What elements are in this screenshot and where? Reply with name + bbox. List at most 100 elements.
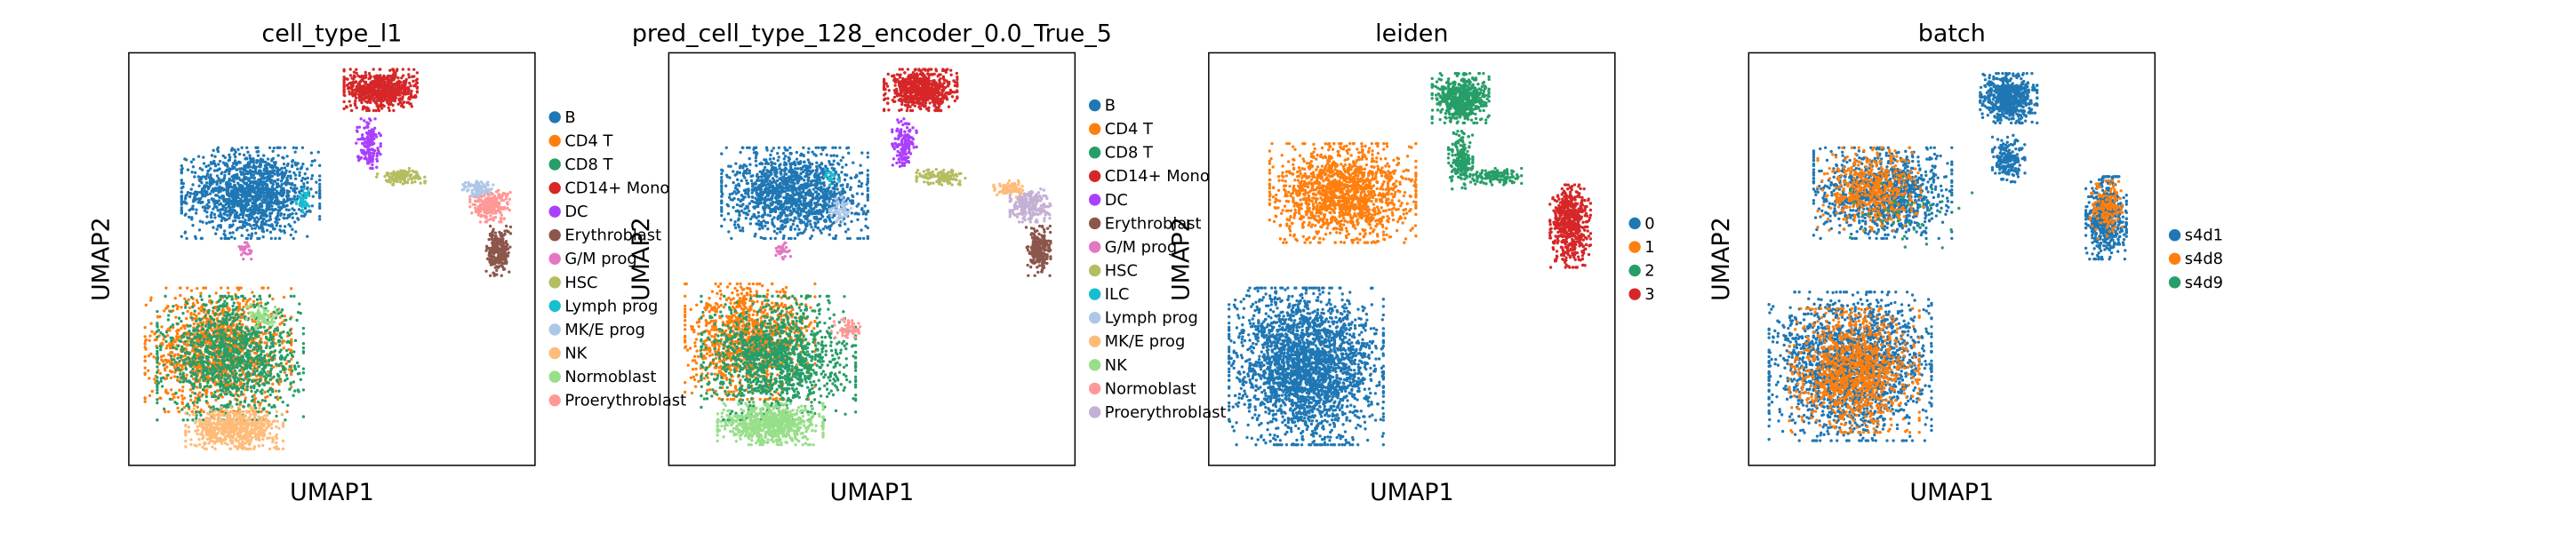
scatter-point bbox=[219, 294, 222, 298]
scatter-point bbox=[289, 317, 292, 321]
scatter-point bbox=[150, 389, 154, 394]
scatter-point bbox=[250, 173, 254, 178]
scatter-point bbox=[318, 163, 322, 167]
scatter-point bbox=[159, 396, 163, 400]
scatter-point bbox=[184, 434, 188, 437]
scatter-point bbox=[156, 346, 159, 350]
scatter-point bbox=[238, 364, 242, 368]
scatter-point bbox=[288, 340, 292, 345]
scatter-point bbox=[280, 187, 284, 191]
scatter-point bbox=[238, 319, 242, 323]
scatter-point bbox=[224, 424, 228, 427]
scatter-point bbox=[260, 212, 264, 216]
scatter-point bbox=[254, 342, 259, 346]
scatter-point bbox=[198, 343, 203, 347]
scatter-point bbox=[212, 414, 215, 418]
scatter-point bbox=[183, 231, 187, 235]
scatter-point bbox=[275, 194, 278, 197]
scatter-point bbox=[270, 436, 275, 440]
scatter-point bbox=[201, 195, 204, 198]
scatter-point bbox=[171, 346, 175, 350]
scatter-point bbox=[268, 163, 273, 168]
scatter-point bbox=[205, 211, 209, 214]
scatter-point bbox=[222, 319, 227, 323]
scatter-point bbox=[235, 389, 239, 393]
scatter-point bbox=[176, 395, 180, 399]
scatter-point bbox=[291, 181, 294, 186]
scatter-point bbox=[181, 181, 186, 186]
scatter-point bbox=[205, 372, 209, 376]
scatter-point bbox=[169, 354, 173, 358]
scatter-point bbox=[233, 366, 236, 370]
scatter-point bbox=[270, 188, 275, 193]
scatter-point bbox=[301, 415, 306, 418]
scatter-point bbox=[229, 410, 233, 414]
scatter-point bbox=[212, 159, 216, 163]
scatter-point bbox=[179, 380, 182, 384]
scatter-point bbox=[268, 230, 273, 235]
scatter-point bbox=[278, 339, 282, 343]
scatter-point bbox=[236, 426, 239, 430]
scatter-point bbox=[226, 354, 229, 358]
scatter-point bbox=[206, 334, 210, 338]
scatter-point bbox=[251, 290, 254, 294]
scatter-point bbox=[262, 383, 267, 387]
scatter-point bbox=[242, 368, 246, 371]
scatter-point bbox=[186, 190, 190, 195]
scatter-point bbox=[240, 334, 244, 338]
scatter-point bbox=[250, 232, 254, 235]
scatter-point bbox=[201, 328, 204, 331]
scatter-point bbox=[208, 435, 212, 439]
scatter-point bbox=[220, 309, 224, 314]
scatter-point bbox=[199, 177, 204, 180]
scatter-point bbox=[191, 401, 196, 405]
scatter-point bbox=[203, 368, 207, 371]
scatter-point bbox=[281, 422, 285, 426]
scatter-point bbox=[229, 235, 234, 239]
scatter-point bbox=[272, 146, 276, 150]
scatter-point bbox=[195, 375, 198, 378]
scatter-point bbox=[204, 164, 208, 169]
scatter-point bbox=[236, 313, 239, 316]
scatter-point bbox=[174, 315, 178, 319]
scatter-point bbox=[249, 158, 253, 162]
scatter-point bbox=[198, 382, 202, 386]
scatter-point bbox=[263, 418, 267, 423]
scatter-point bbox=[196, 286, 199, 290]
scatter-point bbox=[259, 356, 262, 361]
scatter-point bbox=[188, 191, 192, 195]
scatter-point bbox=[245, 382, 250, 386]
scatter-point bbox=[190, 344, 195, 347]
scatter-point bbox=[218, 346, 221, 349]
scatter-point bbox=[266, 157, 270, 161]
scatter-point bbox=[180, 211, 183, 215]
scatter-point bbox=[282, 368, 285, 371]
scatter-point bbox=[253, 201, 258, 204]
scatter-point bbox=[206, 169, 210, 173]
scatter-point bbox=[232, 316, 236, 320]
scatter-point bbox=[246, 198, 250, 202]
scatter-point bbox=[236, 296, 240, 299]
scatter-point bbox=[309, 187, 313, 191]
scatter-point bbox=[221, 161, 226, 164]
scatter-point bbox=[237, 152, 242, 156]
scatter-point bbox=[228, 210, 232, 214]
scatter-point bbox=[265, 372, 268, 376]
scatter-point bbox=[226, 346, 229, 350]
scatter-point bbox=[214, 188, 218, 193]
scatter-point bbox=[219, 181, 222, 185]
scatter-point bbox=[218, 422, 221, 426]
scatter-point bbox=[263, 360, 267, 363]
scatter-point bbox=[255, 388, 260, 393]
scatter-point bbox=[196, 398, 200, 402]
scatter-point bbox=[271, 156, 276, 161]
scatter-point bbox=[159, 347, 163, 352]
scatter-point bbox=[188, 195, 192, 199]
scatter-point bbox=[251, 227, 254, 230]
scatter-point bbox=[254, 185, 259, 189]
scatter-point bbox=[252, 166, 257, 170]
scatter-point bbox=[227, 197, 230, 202]
scatter-point bbox=[239, 373, 243, 377]
scatter-point bbox=[228, 318, 231, 322]
scatter-point bbox=[284, 169, 288, 172]
